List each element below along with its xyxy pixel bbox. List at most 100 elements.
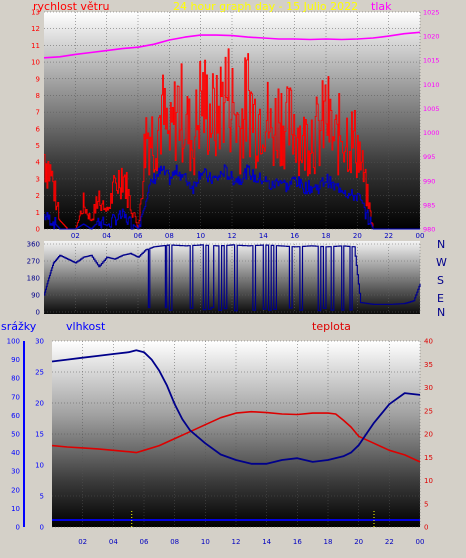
pressure-y-tick-9: 1025 [423, 9, 440, 17]
chart-title: 24 hour graph day - 15 Julio 2022 [173, 0, 358, 13]
temperature-label: teplota [312, 320, 351, 333]
rain-y-tick-3: 15 [35, 431, 44, 439]
wind-speed-line [44, 48, 420, 230]
bottom-axes: 0102030405060708090100051015202530051015… [7, 338, 433, 547]
wind-y-tick-10: 10 [31, 59, 40, 67]
compass-s: S [437, 274, 444, 287]
pressure-y-tick-5: 1005 [423, 105, 440, 113]
humidity-y-tick-2: 20 [11, 486, 20, 494]
humidity-line [51, 349, 421, 465]
bottom-x-tick-9: 20 [354, 538, 363, 546]
wind-y-tick-8: 8 [36, 92, 40, 100]
top-x-tick-1: 04 [102, 232, 111, 240]
temperature-y-tick-0: 0 [424, 524, 428, 532]
temperature-y-tick-7: 35 [424, 361, 433, 369]
pressure-y-tick-1: 985 [423, 201, 435, 209]
rain-y-tick-1: 5 [40, 493, 44, 501]
top-x-tick-0: 02 [71, 232, 80, 240]
bottom-x-tick-4: 10 [201, 538, 210, 546]
top-x-tick-4: 10 [196, 232, 205, 240]
pressure-y-tick-8: 1020 [423, 33, 440, 41]
temperature-y-tick-6: 30 [424, 384, 433, 392]
humidity-y-tick-6: 60 [11, 412, 20, 420]
top-axes: 0123456789101112139809859909951000100510… [31, 9, 439, 241]
pressure-line [43, 31, 421, 59]
compass-n-top: N [437, 238, 445, 251]
temperature-y-tick-8: 40 [424, 338, 433, 346]
bottom-x-tick-0: 02 [78, 538, 87, 546]
bottom-x-tick-6: 14 [262, 538, 271, 546]
compass-e: E [437, 292, 444, 305]
wind-y-tick-12: 12 [31, 25, 40, 33]
bottom-x-tick-3: 08 [170, 538, 179, 546]
direction-axes: 0 90 180 270 360 [27, 241, 40, 317]
bottom-x-tick-7: 16 [293, 538, 302, 546]
humidity-y-tick-0: 0 [16, 524, 20, 532]
wind-y-tick-3: 3 [36, 175, 40, 183]
bottom-series [51, 349, 421, 527]
dir-y-tick-0: 0 [36, 309, 40, 317]
wind-y-tick-11: 11 [31, 42, 40, 50]
pressure-y-tick-6: 1010 [423, 81, 440, 89]
wind-y-tick-5: 5 [36, 142, 40, 150]
rain-label: srážky [1, 320, 37, 333]
temperature-y-tick-3: 15 [424, 454, 433, 462]
wind-y-tick-2: 2 [36, 192, 40, 200]
wind-direction-line [44, 244, 421, 312]
compass-n-bottom: N [437, 306, 445, 319]
humidity-y-tick-8: 80 [11, 375, 20, 383]
dir-y-tick-2: 180 [27, 275, 40, 283]
top-series [43, 31, 421, 230]
temperature-line [51, 410, 421, 463]
compass-labels: N W S E N [436, 238, 447, 319]
wind-gust-line [44, 164, 420, 230]
humidity-y-tick-10: 100 [7, 338, 20, 346]
wind-y-tick-7: 7 [36, 109, 40, 117]
compass-w: W [436, 256, 447, 269]
rain-y-tick-6: 30 [35, 338, 44, 346]
humidity-label: vlhkost [66, 320, 106, 333]
temperature-y-tick-1: 5 [424, 500, 428, 508]
bottom-x-tick-11: 00 [416, 538, 425, 546]
temperature-y-tick-4: 20 [424, 431, 433, 439]
temperature-y-tick-2: 10 [424, 477, 433, 485]
bottom-x-tick-5: 12 [232, 538, 241, 546]
top-x-tick-7: 16 [290, 232, 299, 240]
pressure-y-tick-2: 990 [423, 177, 435, 185]
humidity-y-tick-9: 90 [11, 356, 20, 364]
rain-y-tick-4: 20 [35, 400, 44, 408]
wind-y-tick-9: 9 [36, 75, 40, 83]
dir-y-tick-4: 360 [27, 241, 40, 249]
bottom-x-tick-10: 22 [385, 538, 394, 546]
humidity-y-tick-5: 50 [11, 431, 20, 439]
bottom-grid [52, 340, 421, 528]
rain-y-tick-2: 10 [35, 462, 44, 470]
direction-series [44, 244, 421, 312]
humidity-y-tick-4: 40 [11, 449, 20, 457]
rain-y-tick-0: 0 [40, 524, 44, 532]
pressure-label: tlak [371, 0, 392, 13]
wind-y-tick-4: 4 [36, 159, 41, 167]
dir-y-tick-3: 270 [27, 258, 40, 266]
top-x-tick-8: 18 [322, 232, 331, 240]
humidity-y-tick-1: 10 [11, 505, 20, 513]
top-x-tick-2: 06 [134, 232, 143, 240]
wind-y-tick-0: 0 [36, 226, 40, 234]
wind-speed-label: rychlost větru [33, 0, 109, 13]
top-x-tick-5: 12 [228, 232, 237, 240]
pressure-y-tick-4: 1000 [423, 129, 440, 137]
pressure-y-tick-0: 980 [423, 226, 435, 234]
rain-y-tick-5: 25 [35, 369, 44, 377]
dir-y-tick-1: 90 [31, 292, 40, 300]
top-x-tick-11: 00 [416, 232, 425, 240]
wind-y-tick-1: 1 [36, 209, 40, 217]
top-x-tick-3: 08 [165, 232, 174, 240]
bottom-x-tick-8: 18 [324, 538, 333, 546]
wind-y-tick-6: 6 [36, 125, 41, 133]
humidity-y-tick-3: 30 [11, 468, 20, 476]
humidity-y-tick-7: 70 [11, 393, 20, 401]
top-x-tick-9: 20 [353, 232, 362, 240]
top-x-tick-10: 22 [384, 232, 393, 240]
